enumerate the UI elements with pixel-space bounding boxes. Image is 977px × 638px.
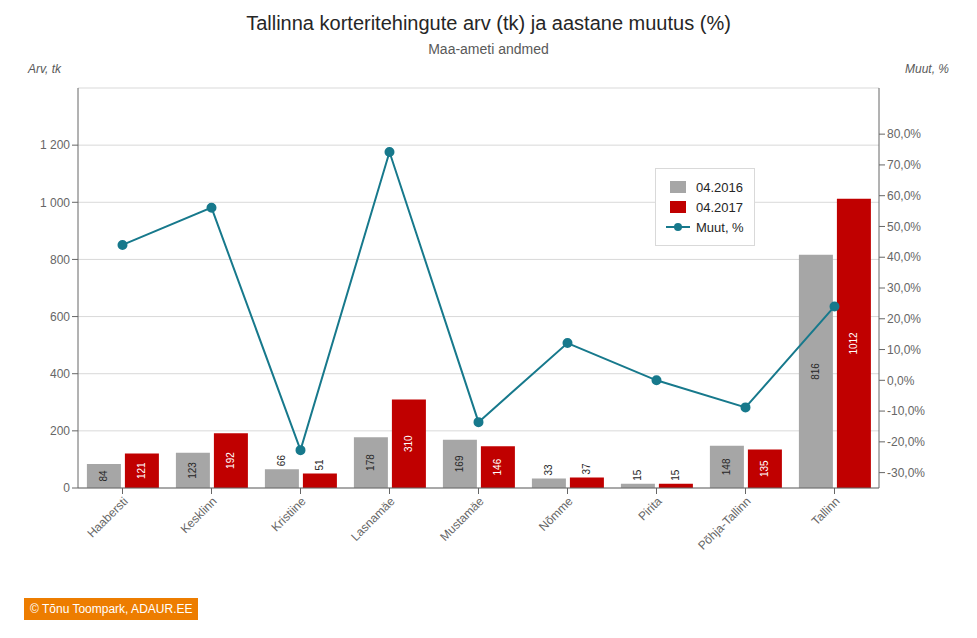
- svg-text:Haabersti: Haabersti: [84, 494, 130, 540]
- svg-text:0: 0: [63, 481, 70, 495]
- svg-text:0,0%: 0,0%: [887, 374, 915, 388]
- svg-text:1 000: 1 000: [40, 196, 70, 210]
- svg-text:146: 146: [492, 458, 503, 475]
- svg-text:Tallinn: Tallinn: [809, 494, 843, 528]
- html-text:© Tõnu Toompark, ADAUR.EE: © Tõnu Toompark, ADAUR.EE: [30, 602, 193, 616]
- svg-text:30,0%: 30,0%: [887, 281, 921, 295]
- svg-text:60,0%: 60,0%: [887, 189, 921, 203]
- html-text:Arv, tk: Arv, tk: [28, 62, 62, 76]
- svg-text:37: 37: [581, 463, 592, 475]
- svg-text:10,0%: 10,0%: [887, 343, 921, 357]
- svg-text:70,0%: 70,0%: [887, 158, 921, 172]
- svg-text:178: 178: [365, 454, 376, 471]
- svg-text:310: 310: [403, 435, 414, 452]
- html-text:Muut, %: Muut, %: [905, 62, 949, 76]
- svg-text:33: 33: [543, 464, 554, 476]
- svg-text:Pirita: Pirita: [635, 494, 664, 523]
- html-text:Maa-ameti andmed: Maa-ameti andmed: [428, 41, 549, 57]
- svg-text:84: 84: [98, 470, 109, 482]
- svg-text:192: 192: [225, 452, 236, 469]
- svg-text:Nõmme: Nõmme: [536, 494, 576, 534]
- svg-text:51: 51: [314, 459, 325, 471]
- svg-text:400: 400: [50, 367, 70, 381]
- html-text:Tallinna korteritehingute arv: Tallinna korteritehingute arv (tk) ja aa…: [246, 12, 731, 34]
- svg-text:Põhja-Tallinn: Põhja-Tallinn: [695, 494, 753, 552]
- svg-text:169: 169: [454, 455, 465, 472]
- svg-text:1 200: 1 200: [40, 138, 70, 152]
- svg-text:200: 200: [50, 424, 70, 438]
- svg-text:-20,0%: -20,0%: [887, 435, 925, 449]
- svg-text:135: 135: [759, 460, 770, 477]
- svg-text:800: 800: [50, 253, 70, 267]
- svg-text:123: 123: [187, 462, 198, 479]
- svg-text:80,0%: 80,0%: [887, 127, 921, 141]
- svg-text:40,0%: 40,0%: [887, 250, 921, 264]
- html-text:Muut, %: Muut, %: [696, 219, 744, 235]
- svg-text:15: 15: [670, 469, 681, 481]
- svg-text:121: 121: [136, 462, 147, 479]
- svg-text:Mustamäe: Mustamäe: [437, 494, 487, 544]
- svg-text:-10,0%: -10,0%: [887, 404, 925, 418]
- svg-text:50,0%: 50,0%: [887, 220, 921, 234]
- svg-text:15: 15: [632, 469, 643, 481]
- svg-text:816: 816: [810, 363, 821, 380]
- svg-text:Lasnamäe: Lasnamäe: [348, 494, 398, 544]
- svg-text:Kesklinn: Kesklinn: [178, 494, 220, 536]
- svg-text:66: 66: [276, 455, 287, 467]
- html-text:04.2016: 04.2016: [696, 179, 743, 195]
- svg-text:20,0%: 20,0%: [887, 312, 921, 326]
- html-text:04.2017: 04.2017: [696, 199, 743, 215]
- svg-text:Kristiine: Kristiine: [269, 494, 309, 534]
- svg-text:1012: 1012: [848, 332, 859, 355]
- svg-text:148: 148: [721, 458, 732, 475]
- svg-text:-30,0%: -30,0%: [887, 466, 925, 480]
- svg-text:600: 600: [50, 310, 70, 324]
